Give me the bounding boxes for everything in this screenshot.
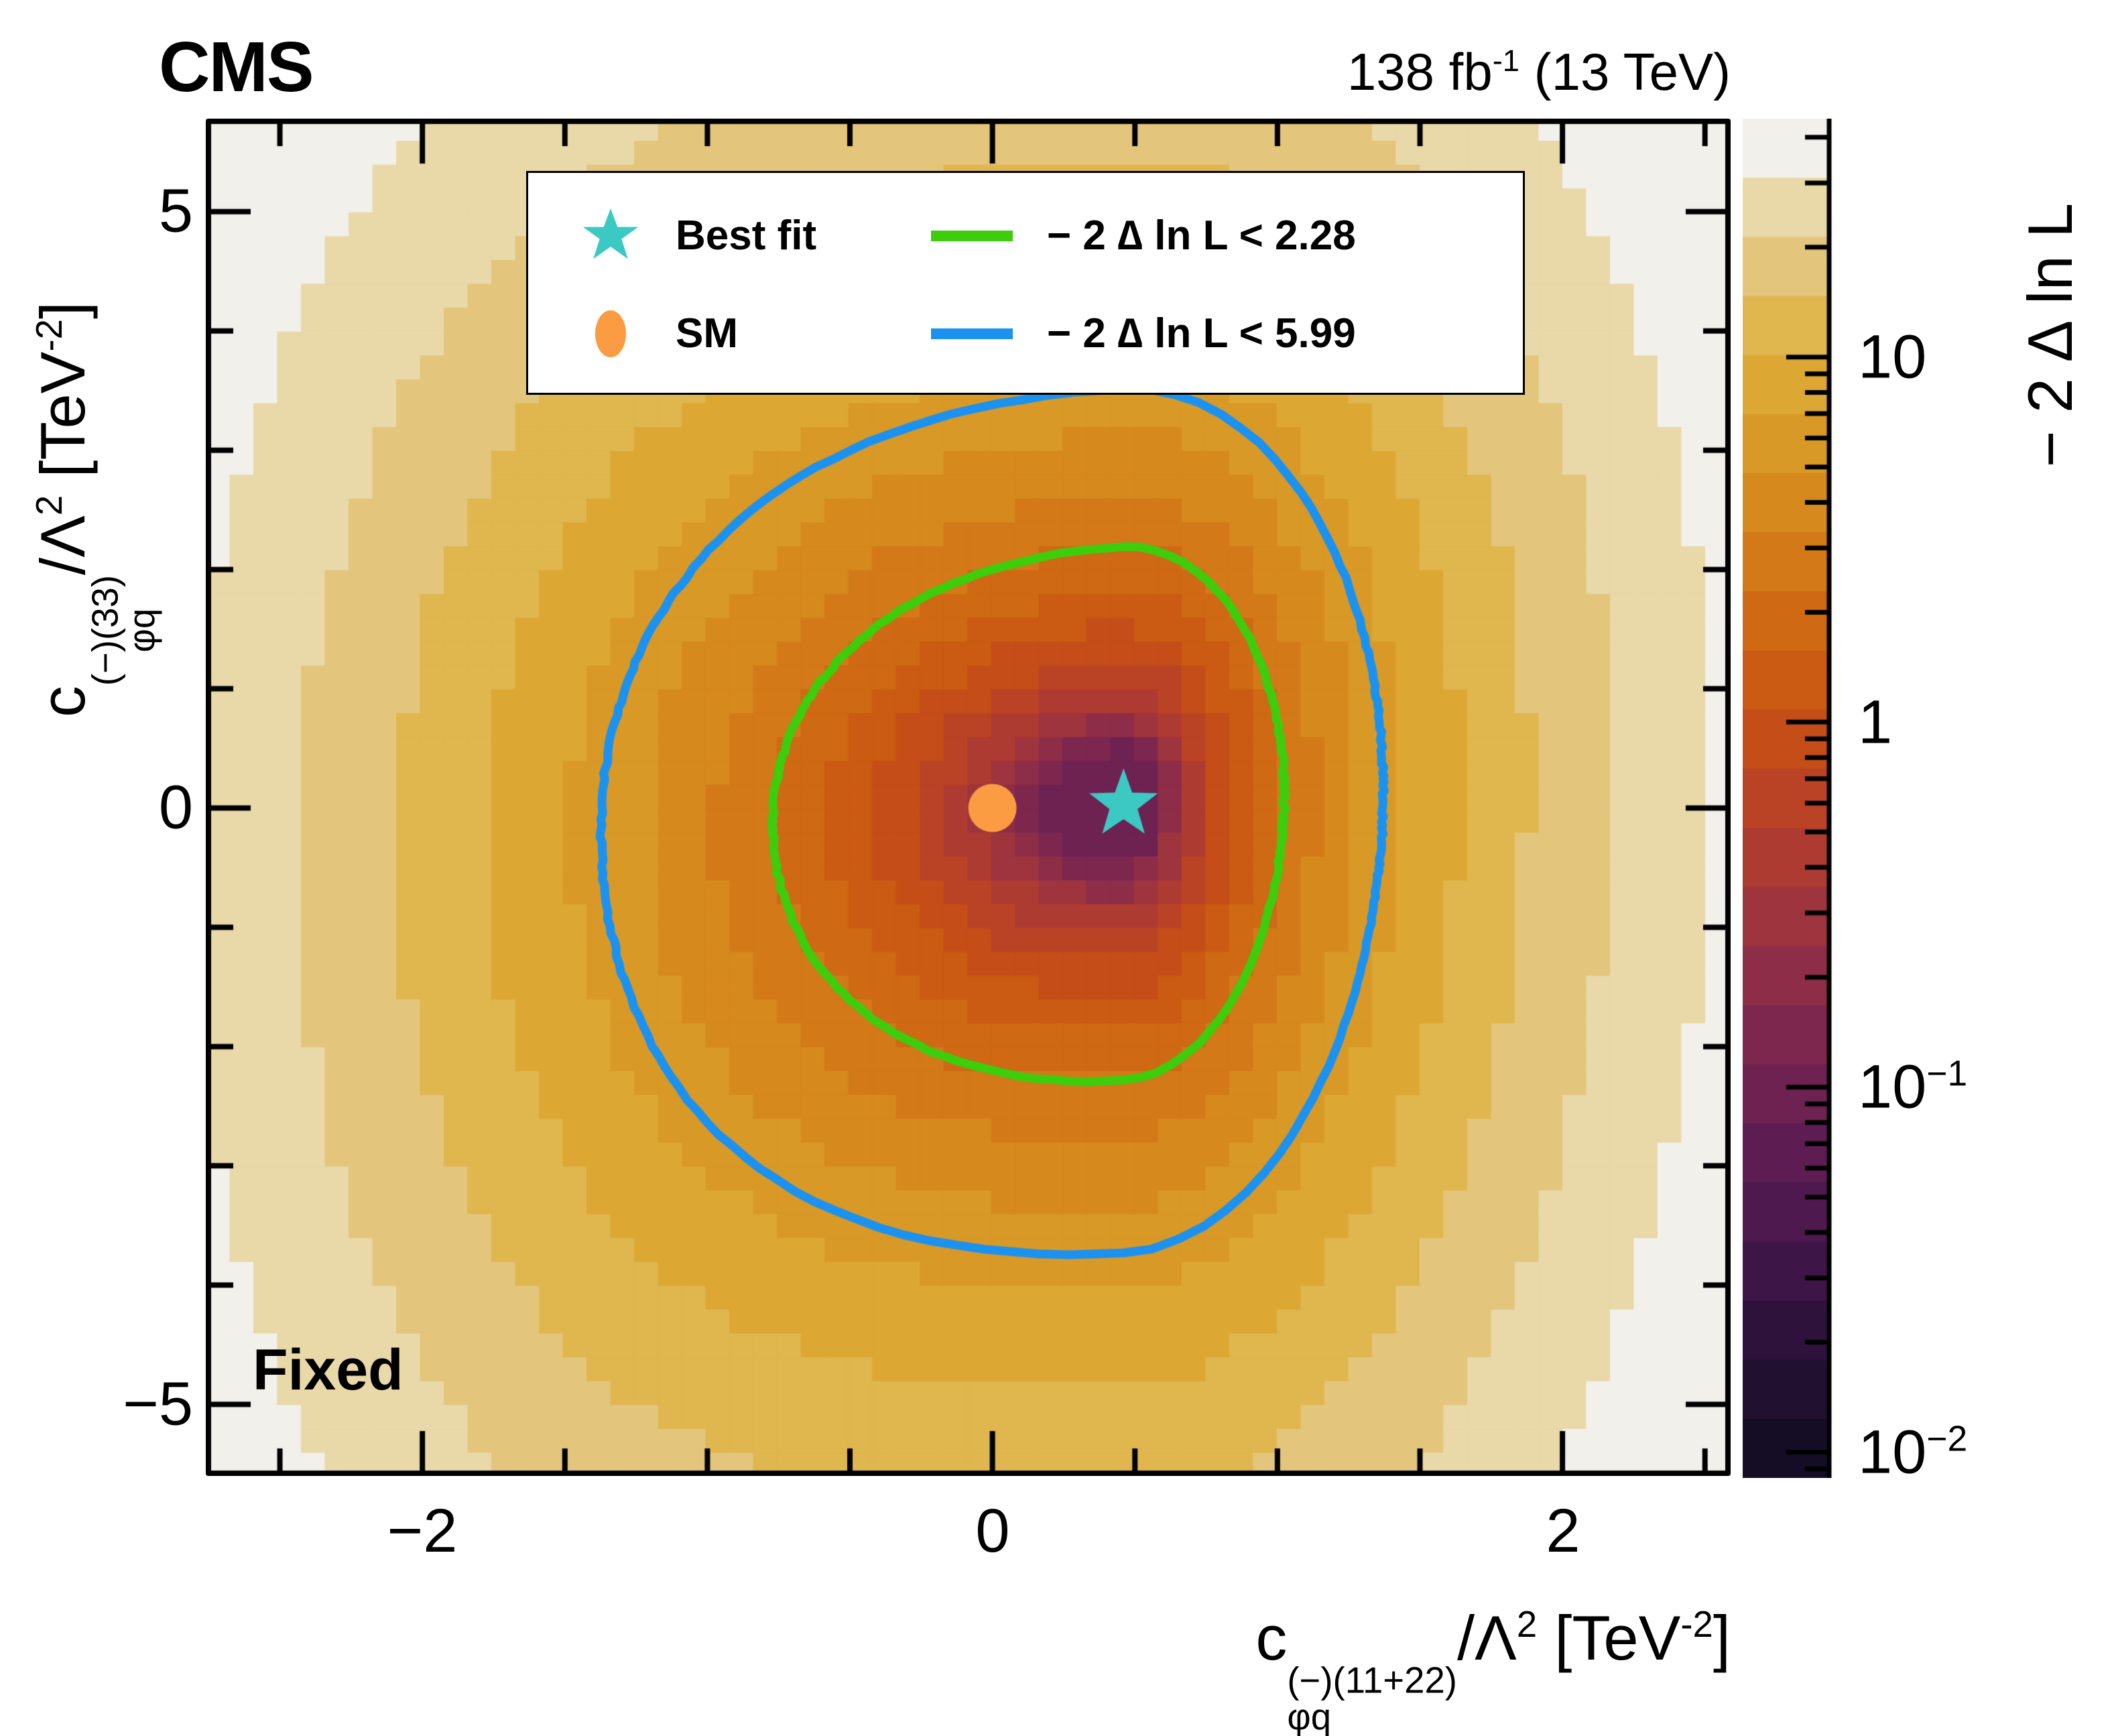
lumi-exponent: -1 <box>1492 43 1519 78</box>
legend-row-2: SM − 2 ∆ ln L < 5.99 <box>560 310 1523 357</box>
colorbar-axis-title: − 2 ∆ ln L <box>2015 202 2085 468</box>
legend-contour1-label: − 2 ∆ ln L < 2.28 <box>1047 212 1356 259</box>
z-tick-label-10: 10 <box>1858 322 1927 391</box>
y-axis-title: c (−)(33) φq/Λ2 [TeV-2] <box>27 301 163 718</box>
y-tick-label-0: 0 <box>158 773 193 842</box>
z-tick-label-0p1: 10−1 <box>1858 1052 1968 1121</box>
legend: Best fit − 2 ∆ ln L < 2.28 SM − 2 ∆ ln L… <box>526 171 1525 395</box>
fixed-annotation: Fixed <box>253 1338 403 1402</box>
y-tick-label-neg5: −5 <box>123 1369 193 1438</box>
luminosity-label: 138 fb-1 (13 TeV) <box>1347 42 1731 103</box>
z-tick-label-0p01: 10−2 <box>1858 1418 1968 1487</box>
sm-dot-icon <box>595 310 626 357</box>
z-tick-label-1: 1 <box>1858 688 1893 757</box>
legend-marker-cell <box>560 310 661 357</box>
legend-swatch-cell <box>912 230 1032 241</box>
green-contour-swatch <box>931 230 1013 241</box>
x-tick-label-0: 0 <box>975 1497 1010 1565</box>
legend-sm-label: SM <box>676 310 738 357</box>
blue-contour-swatch <box>931 328 1013 339</box>
legend-marker-cell <box>560 208 661 263</box>
x-tick-label-neg2: −2 <box>387 1497 458 1565</box>
legend-contour2-label: − 2 ∆ ln L < 5.99 <box>1047 310 1356 357</box>
y-tick-label-5: 5 <box>158 176 193 245</box>
x-axis-title: c (−)(11+22) φq/Λ2 [TeV-2] <box>1255 1603 1731 1736</box>
best-fit-star-icon <box>582 208 639 259</box>
legend-best-fit-label: Best fit <box>676 212 817 259</box>
colorbar-canvas <box>1743 119 1910 1478</box>
legend-row-1: Best fit − 2 ∆ ln L < 2.28 <box>560 208 1523 263</box>
lumi-energy: (13 TeV) <box>1519 42 1731 101</box>
legend-swatch-cell <box>912 328 1032 339</box>
x-tick-label-2: 2 <box>1546 1497 1580 1565</box>
cms-logo: CMS <box>159 27 314 107</box>
lumi-text: 138 fb <box>1347 42 1493 101</box>
